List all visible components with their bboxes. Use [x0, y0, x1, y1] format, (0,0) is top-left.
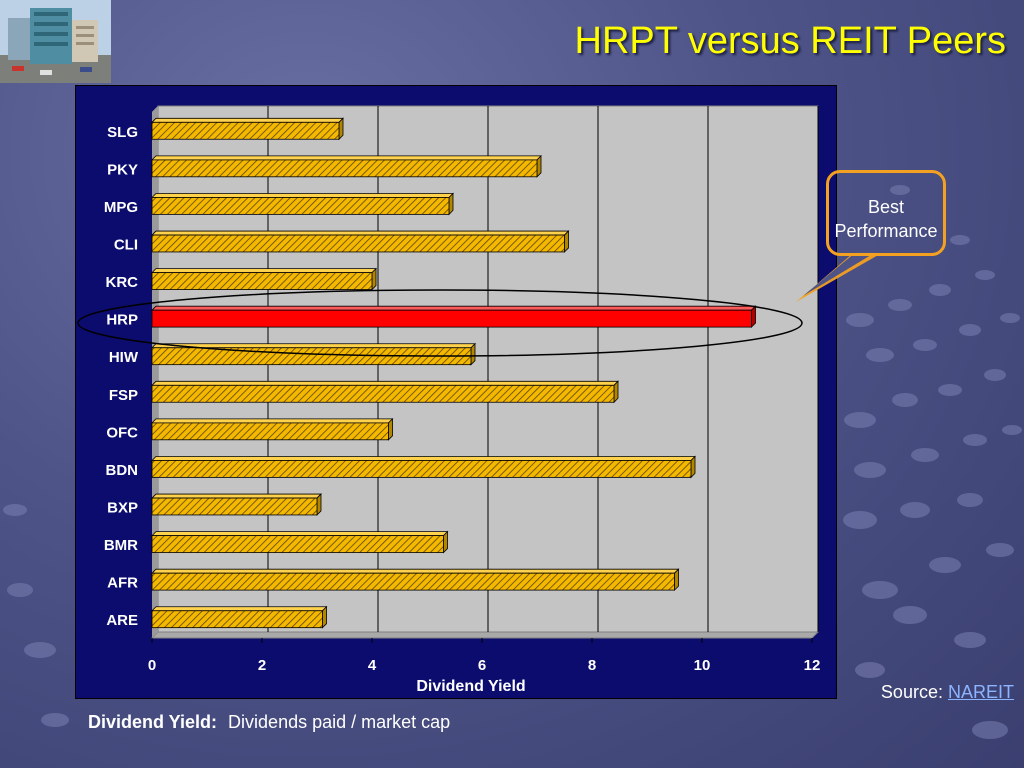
building-logo: [0, 0, 111, 83]
bar-top-hiw: [151, 343, 476, 349]
bar-side-pky: [536, 154, 542, 178]
y-tick-label-pky: PKY: [107, 161, 138, 178]
bar-top-ofc: [151, 418, 394, 424]
bar-side-cli: [564, 230, 569, 253]
bar-top-hrp: [151, 305, 757, 311]
bar-top-bmr: [151, 531, 449, 537]
slide-title: HRPT versus REIT Peers: [574, 20, 1007, 62]
bar-chart: 0 2 4 6 8 10 12 SLG PKY MPG CLI KRC HRP HIW FSP OFC BDN B…: [104, 105, 821, 695]
y-tick-label-krc: KRC: [106, 274, 139, 291]
bar-side-are: [322, 605, 327, 629]
bar-side-ofc: [388, 417, 393, 441]
bar-mpg: [151, 197, 450, 215]
y-tick-label-fsp: FSP: [109, 387, 138, 404]
source-line: Source: NAREIT: [881, 682, 1014, 703]
x-axis-title: Dividend Yield: [416, 678, 525, 695]
nareit-link[interactable]: NAREIT: [947, 682, 1014, 702]
x-tick-label: 12: [804, 657, 821, 674]
plot-floor: [150, 631, 820, 639]
x-tick-label: 8: [588, 657, 596, 674]
bar-hiw: [151, 347, 472, 366]
bar-top-fsp: [151, 380, 619, 386]
y-tick-label-bdn: BDN: [106, 462, 139, 479]
bar-side-slg: [338, 117, 344, 141]
bar-side-hiw: [470, 342, 476, 366]
x-tick-label: 6: [478, 657, 486, 674]
bar-side-bxp: [316, 493, 322, 516]
bar-side-hrp: [751, 305, 756, 329]
best-performance-callout: Best Performance: [826, 170, 946, 256]
bar-bdn: [151, 460, 692, 478]
footnote: Dividend Yield: Dividends paid / market …: [88, 712, 450, 733]
bar-side-fsp: [613, 380, 619, 404]
plot-side-wall: [152, 106, 158, 638]
y-tick-label-hrp: HRP: [106, 312, 138, 329]
bar-top-are: [151, 606, 328, 612]
bar-side-afr: [674, 568, 679, 592]
bar-top-cli: [151, 230, 570, 236]
bar-side-bmr: [443, 530, 448, 554]
bar-hrp: [151, 309, 752, 328]
y-tick-label-bxp: BXP: [107, 500, 138, 517]
bar-side-bdn: [690, 455, 696, 479]
bar-top-bxp: [151, 493, 322, 499]
bar-are: [151, 610, 323, 629]
bar-top-afr: [151, 568, 680, 574]
y-tick-label-afr: AFR: [107, 575, 138, 592]
footnote-text: Dividends paid / market cap: [228, 712, 451, 732]
bar-krc: [151, 272, 373, 290]
bar-top-krc: [151, 268, 377, 274]
bar-afr: [151, 572, 675, 591]
bar-cli: [151, 234, 565, 253]
y-tick-label-ofc: OFC: [106, 424, 138, 441]
bar-top-slg: [151, 117, 344, 123]
bar-fsp: [151, 384, 615, 403]
source-label: Source:: [880, 682, 943, 702]
x-tick-label: 2: [258, 657, 266, 674]
y-tick-label-slg: SLG: [107, 124, 138, 141]
footnote-term: Dividend Yield:: [88, 712, 218, 732]
chart-panel: 0 2 4 6 8 10 12 SLG PKY MPG CLI KRC HRP HIW FSP OFC BDN B…: [75, 85, 837, 699]
bar-top-mpg: [151, 193, 454, 198]
y-tick-label-hiw: HIW: [109, 349, 139, 366]
y-tick-label-bmr: BMR: [104, 537, 138, 554]
bar-pky: [151, 159, 538, 178]
bar-ofc: [151, 422, 389, 441]
x-tick-label: 0: [148, 657, 156, 674]
bar-top-pky: [151, 155, 542, 161]
bar-side-krc: [371, 267, 377, 291]
y-tick-label-are: ARE: [106, 612, 138, 629]
y-tick-label-mpg: MPG: [104, 199, 138, 216]
bar-side-mpg: [448, 192, 454, 216]
y-tick-label-cli: CLI: [114, 237, 138, 254]
bar-bxp: [151, 497, 318, 516]
bar-top-bdn: [151, 456, 696, 461]
bar-bmr: [151, 535, 444, 553]
bar-slg: [151, 121, 340, 140]
x-tick-label: 4: [368, 657, 377, 674]
x-tick-label: 10: [694, 657, 711, 674]
